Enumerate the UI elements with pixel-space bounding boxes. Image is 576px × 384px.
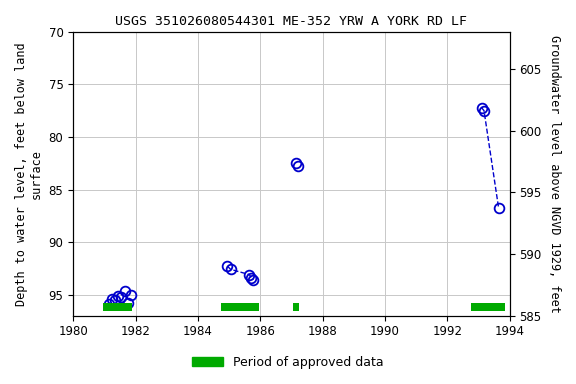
Legend: Period of approved data: Period of approved data <box>187 351 389 374</box>
Bar <box>103 303 132 311</box>
Bar <box>221 303 259 311</box>
Bar <box>293 303 299 311</box>
Title: USGS 351026080544301 ME-352 YRW A YORK RD LF: USGS 351026080544301 ME-352 YRW A YORK R… <box>115 15 467 28</box>
Y-axis label: Depth to water level, feet below land
surface: Depth to water level, feet below land su… <box>15 42 43 306</box>
Y-axis label: Groundwater level above NGVD 1929, feet: Groundwater level above NGVD 1929, feet <box>548 35 561 313</box>
Bar <box>471 303 505 311</box>
